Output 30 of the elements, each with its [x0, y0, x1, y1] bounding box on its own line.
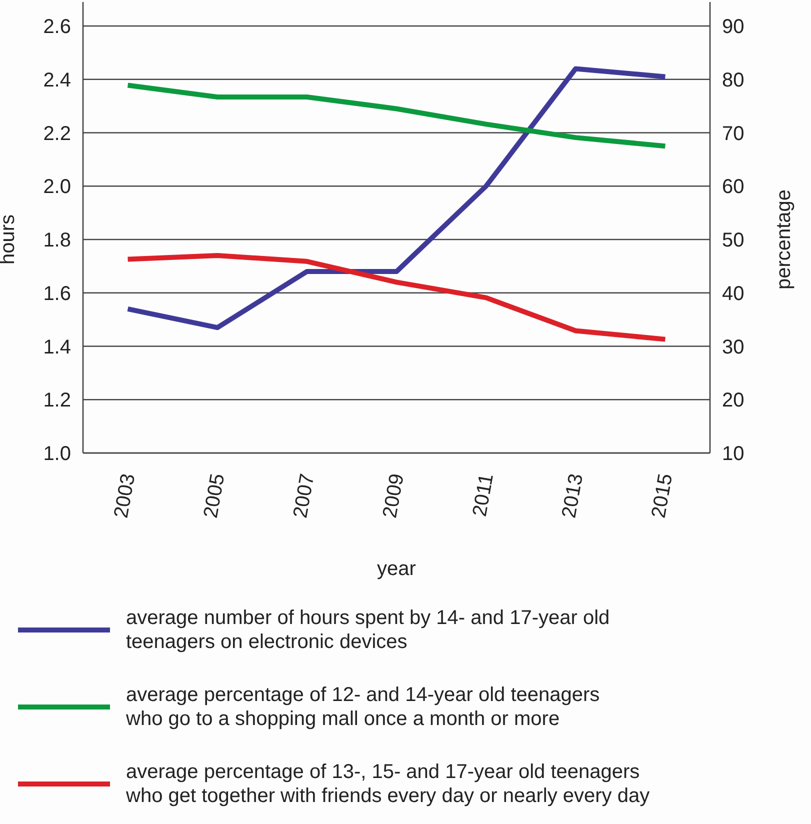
legend-label: average percentage of 12- and 14-year old teenagers who go to a shopping mall once a month or more [125, 684, 600, 730]
y-tick-label: 1.8 [43, 230, 71, 252]
y2-tick-label: 20 [722, 390, 744, 412]
y2-axis-title: percentage [773, 189, 795, 290]
legend-label: average number of hours spent by 14- and 17-year old teenagers on electronic devices [126, 607, 610, 653]
x-tick-label: 2011 [468, 472, 498, 518]
x-tick-label: 2015 [648, 472, 678, 520]
x-axis-title: year [377, 558, 416, 580]
y-tick-label: 2.4 [43, 69, 71, 92]
y-tick-label: 2.6 [43, 16, 71, 38]
y2-tick-label: 10 [722, 443, 744, 465]
y-tick-label: 2.0 [43, 176, 71, 198]
legend-label: average percentage of 13-, 15- and 17-year old teenagers who get together with friends every day or nearly every day [125, 761, 650, 807]
y-tick-label: 1.6 [43, 282, 71, 305]
y-tick-label: 1.2 [43, 390, 71, 412]
y2-tick-label: 80 [722, 69, 744, 92]
y2-tick-label: 50 [722, 230, 744, 252]
x-tick-label: 2009 [379, 472, 408, 520]
x-tick-label: 2003 [110, 472, 140, 520]
y-tick-label: 1.4 [43, 336, 71, 358]
x-tick-label: 2013 [558, 472, 588, 520]
y2-tick-label: 40 [722, 282, 744, 305]
y2-tick-label: 90 [722, 16, 744, 38]
y2-tick-label: 70 [722, 122, 744, 145]
y-tick-label: 1.0 [43, 443, 71, 465]
x-tick-label: 2005 [200, 472, 230, 520]
y-tick-label: 2.2 [43, 122, 71, 145]
x-tick-label: 2007 [289, 472, 319, 520]
y2-tick-label: 60 [722, 176, 744, 198]
y2-tick-label: 30 [722, 336, 744, 358]
